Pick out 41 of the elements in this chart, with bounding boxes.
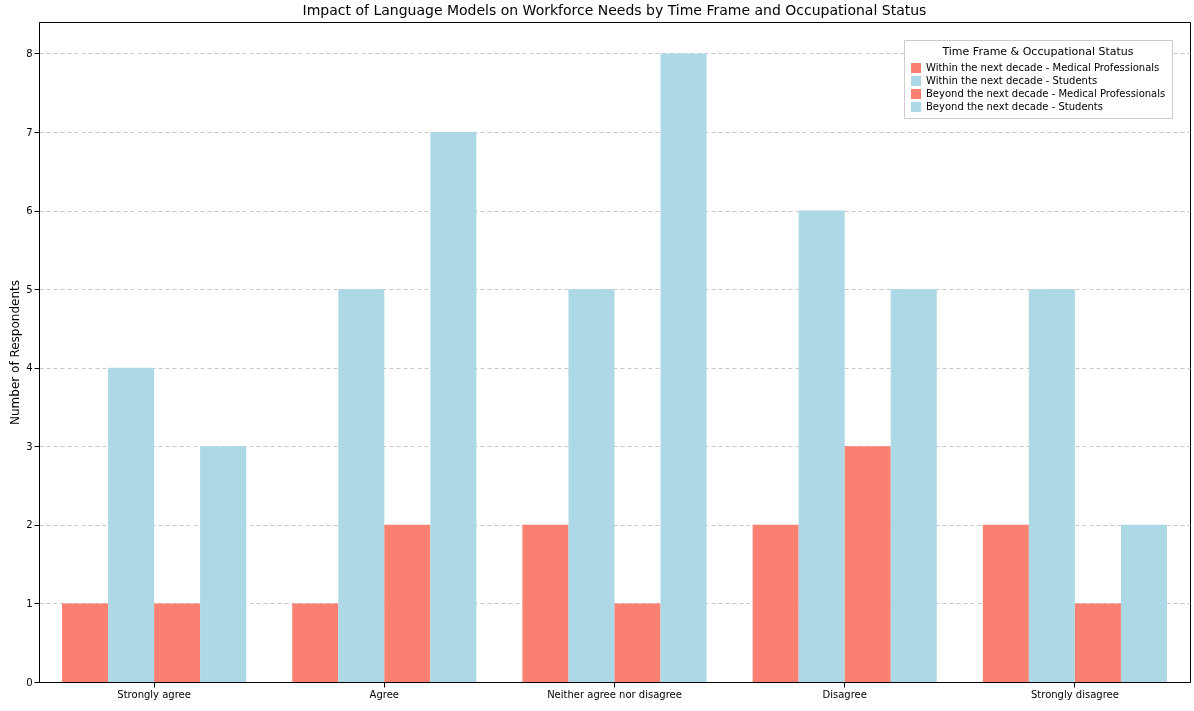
legend-label: Within the next decade - Medical Professionals — [926, 62, 1160, 73]
bar — [752, 524, 799, 682]
legend-title: Time Frame & Occupational Status — [941, 45, 1134, 58]
x-tick-label: Strongly disagree — [1030, 688, 1119, 700]
bar — [568, 289, 615, 682]
bar — [660, 53, 707, 682]
x-tick-label: Agree — [369, 688, 399, 700]
y-tick-label: 8 — [26, 47, 33, 59]
y-axis-title: Number of Respondents — [8, 280, 23, 425]
bar — [1074, 603, 1121, 682]
bar — [108, 367, 155, 682]
bar — [890, 289, 937, 682]
bar — [338, 289, 385, 682]
bar — [982, 524, 1029, 682]
legend-label: Within the next decade - Students — [926, 75, 1098, 86]
bar — [200, 446, 247, 682]
bar — [522, 524, 569, 682]
bar — [384, 524, 431, 682]
legend-label: Beyond the next decade - Students — [926, 101, 1104, 112]
legend-label: Beyond the next decade - Medical Professionals — [926, 88, 1166, 99]
y-tick-label: 7 — [26, 126, 33, 138]
y-tick-label: 2 — [26, 519, 33, 531]
bar — [1028, 289, 1075, 682]
x-tick-label: Disagree — [822, 688, 867, 700]
y-tick-label: 3 — [26, 440, 33, 452]
y-tick-label: 0 — [26, 676, 33, 688]
chart-title: Impact of Language Models on Workforce Needs by Time Frame and Occupational Status — [302, 2, 927, 18]
y-tick-label: 4 — [26, 362, 33, 374]
bar — [1120, 524, 1167, 682]
bar — [430, 132, 477, 682]
y-tick-label: 6 — [26, 205, 33, 217]
bar — [614, 603, 661, 682]
bar — [62, 603, 109, 682]
y-tick-label: 5 — [26, 283, 33, 295]
bar — [292, 603, 339, 682]
bar — [154, 603, 201, 682]
x-tick-label: Strongly agree — [117, 688, 191, 700]
bar — [798, 210, 845, 682]
bar — [844, 446, 891, 682]
y-tick-label: 1 — [26, 597, 33, 609]
x-tick-label: Neither agree nor disagree — [547, 688, 682, 700]
